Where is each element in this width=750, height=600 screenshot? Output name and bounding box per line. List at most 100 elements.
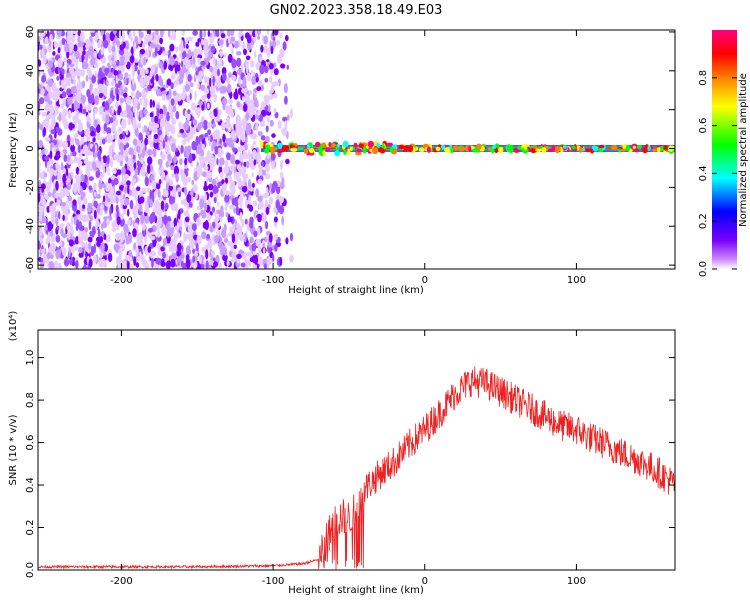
spectrogram-cell (145, 48, 149, 58)
spectrogram-cell (173, 165, 179, 176)
spectrogram-cell (132, 117, 137, 127)
spectrogram-cell (166, 228, 170, 238)
spectrogram-cell (257, 79, 263, 87)
spectrogram-cell (164, 121, 169, 132)
spectrogram-cell (161, 171, 166, 178)
spectrogram-cell (217, 241, 221, 248)
spectrogram-cell (207, 121, 212, 129)
snr-y-multiplier: (x10⁴) (8, 311, 19, 342)
spectrogram-cell (281, 215, 285, 226)
spectrogram-cell (179, 69, 185, 80)
spectrogram-cell (104, 201, 110, 207)
spectrogram-cell (228, 216, 233, 223)
spectrogram-line-cell (355, 151, 362, 156)
spectrogram-line-cell (426, 146, 431, 153)
spectrogram-cell (95, 170, 101, 178)
spectrogram-cell (271, 133, 276, 138)
y-tick-label: 1.0 (25, 350, 36, 366)
spectrogram-cell (132, 206, 138, 217)
spectrogram-line-cell (418, 147, 425, 152)
spectrogram-cell (93, 200, 98, 208)
spectrogram-line-cell (636, 145, 643, 149)
spectrogram-cell (74, 59, 79, 65)
spectrogram-cell (152, 100, 156, 108)
spectrogram-cell (105, 181, 109, 187)
spectrogram-cell (119, 133, 124, 140)
spectrogram-cell (198, 76, 203, 82)
spectrogram-cell (62, 214, 65, 221)
spectrogram-cell (229, 204, 235, 210)
spectrogram-cell (87, 102, 93, 111)
spectrogram-cell (96, 205, 101, 214)
spectrogram-cell (139, 48, 146, 55)
spectrogram-cell (160, 200, 165, 211)
spectrogram-cell (183, 231, 186, 242)
spectrogram-cell (235, 205, 240, 216)
spectrogram-cell (241, 43, 246, 50)
spectrogram-cell (111, 194, 116, 204)
spectrogram-cell (88, 242, 92, 250)
spectrogram-cell (230, 30, 235, 36)
spectrogram-cell (50, 129, 56, 135)
spectrogram-cell (77, 160, 83, 166)
spectrogram-cell (118, 248, 123, 255)
spectrogram-cell (82, 50, 86, 56)
spectrogram-cell (233, 244, 237, 249)
spectrogram-cell (175, 111, 180, 120)
spectrogram-cell (98, 163, 101, 171)
spectrogram-cell (97, 228, 101, 238)
spectrogram-cell (64, 46, 70, 53)
spectrogram-cell (50, 209, 56, 218)
spectrogram-cell (206, 200, 211, 206)
spectrogram-cell (108, 43, 112, 54)
y-tick-label: 60 (25, 26, 36, 39)
spectrogram-cell (243, 48, 247, 55)
spectrogram-cell (41, 75, 47, 83)
spectrogram-cell (186, 258, 191, 269)
spectrogram-cell (123, 173, 129, 179)
spectrogram-cell (178, 121, 183, 129)
spectrogram-cell (263, 65, 269, 74)
spectrogram-cell (227, 122, 232, 133)
spectrogram-cell (211, 250, 215, 257)
spectrogram-cell (268, 197, 273, 205)
spectrogram-cell (113, 70, 119, 76)
spectrogram-cell (200, 149, 204, 157)
spectrogram-cell (103, 250, 107, 256)
spectrogram-line-cell (386, 142, 394, 146)
spectrogram-cell (241, 166, 247, 175)
snr-panel: -200 -100 0 100 0.0 0.2 0.4 0.6 0.8 1.0 Height of… (8, 311, 676, 596)
spectrogram-cell (269, 62, 274, 70)
spectrogram-cell (50, 254, 54, 260)
spectrogram-cell (214, 145, 219, 155)
spectrogram-cell (88, 176, 94, 182)
spectrogram-cell (131, 65, 135, 72)
spectrogram-cell (95, 160, 100, 165)
spectrogram-cell (179, 52, 182, 59)
spectrogram-cell (214, 235, 220, 244)
spectrogram-cell (231, 74, 237, 81)
spectrogram-ylabel: Frequency (Hz) (8, 112, 19, 188)
spectrogram-cell (149, 189, 153, 200)
spectrogram-cell (192, 119, 198, 126)
spectrogram-cell (190, 125, 197, 136)
spectrogram-cell (98, 259, 102, 265)
spectrogram-cell (109, 30, 115, 42)
spectrogram-cell (41, 111, 47, 117)
spectrogram-cell (123, 77, 127, 85)
spectrogram-line-cell (663, 145, 669, 151)
spectrogram-cell (152, 37, 159, 46)
spectrogram-cell (229, 175, 232, 185)
spectrogram-cell (273, 81, 280, 87)
spectrogram-cell (48, 168, 55, 175)
spectrogram-cell (219, 243, 225, 253)
spectrogram-cell (97, 83, 104, 90)
spectrogram-cell (243, 254, 247, 263)
spectrogram-cell (172, 202, 176, 211)
spectrogram-line-cell (517, 145, 522, 150)
spectrogram-cell (244, 32, 250, 39)
spectrogram-cell (143, 215, 147, 222)
spectrogram-cell (242, 150, 247, 159)
spectrogram-cell (135, 262, 140, 268)
spectrogram-cell (242, 96, 245, 102)
